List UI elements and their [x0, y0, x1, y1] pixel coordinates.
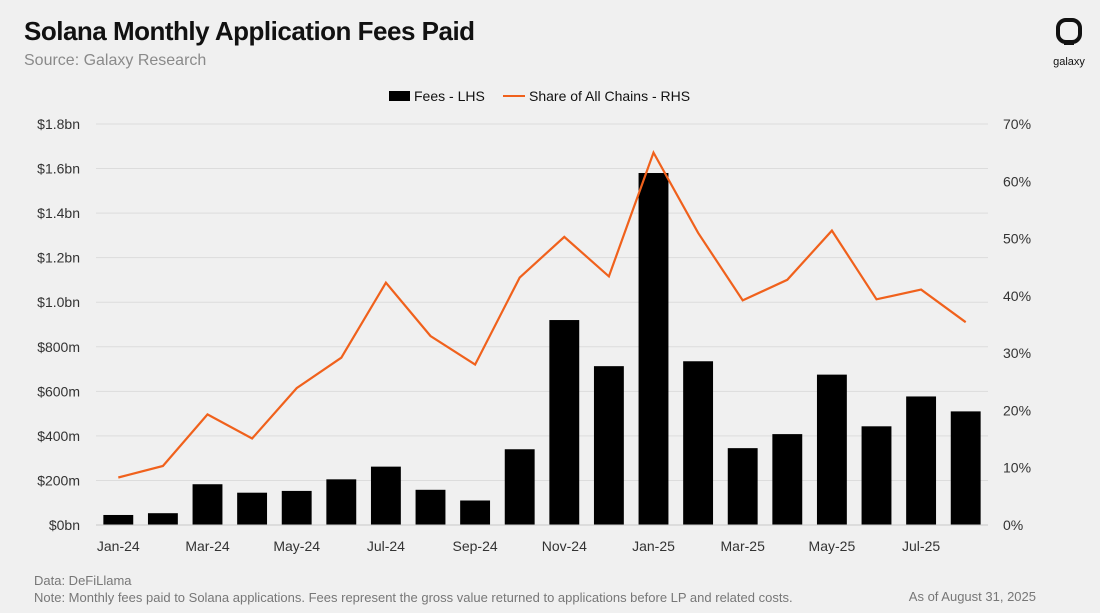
bar-fees	[147, 513, 178, 525]
bar-fees	[370, 466, 401, 525]
y-right-tick-label: 10%	[1003, 460, 1031, 476]
y-left-tick-label: $1.6bn	[37, 161, 80, 177]
legend: Fees - LHS Share of All Chains - RHS	[389, 88, 690, 104]
legend-share-label: Share of All Chains - RHS	[529, 88, 690, 104]
y-left-tick-label: $1.4bn	[37, 205, 80, 221]
axes: $0bn $200m $400m $600m $800m $1.0bn $1.2bn $1.4…	[37, 116, 1031, 554]
legend-fees-swatch	[389, 91, 410, 101]
bar-fees	[415, 489, 446, 525]
bar-fees	[460, 500, 491, 525]
y-right-tick-label: 30%	[1003, 345, 1031, 361]
y-left-tick-label: $1.2bn	[37, 250, 80, 266]
x-tick-label: Mar-24	[185, 538, 230, 554]
x-tick-label: Jul-25	[902, 538, 940, 554]
x-tick-label: Sep-24	[453, 538, 498, 554]
x-tick-label: Nov-24	[542, 538, 587, 554]
galaxy-logo-text: galaxy	[1053, 56, 1085, 68]
gridlines	[96, 123, 988, 526]
bar-fees	[683, 361, 714, 525]
bar-fees	[504, 449, 535, 525]
galaxy-logo: galaxy	[1050, 18, 1088, 68]
x-tick-label: Mar-25	[721, 538, 766, 554]
y-left-tick-label: $1.0bn	[37, 294, 80, 310]
chart-title: Solana Monthly Application Fees Paid	[24, 16, 475, 46]
y-right-tick-label: 60%	[1003, 173, 1031, 189]
bar-fees	[816, 374, 847, 525]
bar-fees	[237, 492, 268, 525]
x-tick-label: May-24	[273, 538, 320, 554]
bar-fees	[192, 484, 223, 525]
y-right-tick-label: 70%	[1003, 116, 1031, 132]
bar-fees	[861, 426, 892, 525]
footer-as-of: As of August 31, 2025	[908, 589, 1036, 604]
line-share	[118, 149, 967, 479]
bar-fees	[326, 479, 357, 525]
footer-notes: Data: DeFiLlama Note: Monthly fees paid …	[34, 572, 793, 606]
y-right-tick-label: 50%	[1003, 231, 1031, 247]
y-left-tick-label: $600m	[37, 383, 80, 399]
footer-note: Note: Monthly fees paid to Solana applic…	[34, 590, 793, 605]
x-tick-label: Jul-24	[367, 538, 405, 554]
y-right-tick-label: 20%	[1003, 402, 1031, 418]
bar-fees	[549, 320, 580, 525]
bar-fees	[103, 514, 134, 525]
x-tick-label: Jan-24	[97, 538, 140, 554]
bar-fees	[281, 490, 312, 525]
bar-fees	[906, 396, 937, 525]
bar-fees	[950, 411, 981, 525]
y-left-tick-label: $200m	[37, 472, 80, 488]
footer-data-source: Data: DeFiLlama	[34, 573, 132, 588]
bar-fees	[772, 434, 803, 525]
y-left-tick-label: $400m	[37, 428, 80, 444]
legend-fees-label: Fees - LHS	[414, 88, 485, 104]
bar-fees	[638, 173, 669, 525]
y-left-tick-label: $0bn	[49, 517, 80, 533]
bars-series	[103, 173, 981, 525]
bar-fees	[593, 366, 624, 525]
x-tick-label: May-25	[809, 538, 856, 554]
x-tick-label: Jan-25	[632, 538, 675, 554]
galaxy-logo-icon	[1056, 18, 1082, 45]
chart-subtitle: Source: Galaxy Research	[24, 52, 207, 69]
y-left-tick-label: $1.8bn	[37, 116, 80, 132]
bar-fees	[727, 448, 758, 525]
y-right-tick-label: 40%	[1003, 288, 1031, 304]
line-series	[118, 149, 967, 479]
y-left-tick-label: $800m	[37, 339, 80, 355]
y-right-tick-label: 0%	[1003, 517, 1023, 533]
